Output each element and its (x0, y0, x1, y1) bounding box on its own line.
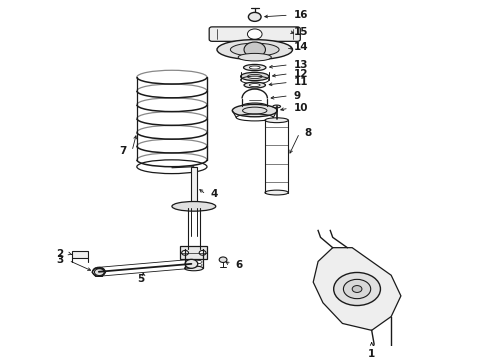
Text: 15: 15 (294, 27, 308, 37)
Ellipse shape (185, 266, 203, 271)
Ellipse shape (249, 66, 260, 69)
Ellipse shape (185, 206, 202, 211)
Text: 1: 1 (368, 349, 375, 359)
Ellipse shape (241, 72, 269, 81)
Ellipse shape (244, 82, 266, 88)
Ellipse shape (249, 84, 260, 87)
Circle shape (247, 29, 262, 39)
Circle shape (182, 251, 189, 255)
Ellipse shape (232, 104, 277, 117)
Text: 4: 4 (211, 189, 218, 199)
Text: 7: 7 (120, 146, 127, 156)
Ellipse shape (238, 53, 271, 61)
Text: 10: 10 (294, 103, 308, 113)
Text: 2: 2 (56, 248, 64, 258)
Ellipse shape (185, 247, 203, 252)
Text: 3: 3 (56, 255, 64, 265)
Text: 8: 8 (304, 128, 312, 138)
FancyBboxPatch shape (209, 27, 300, 41)
Ellipse shape (188, 206, 200, 210)
Bar (72, 251, 88, 258)
Text: 6: 6 (235, 260, 243, 270)
Circle shape (219, 257, 227, 262)
Ellipse shape (230, 43, 279, 56)
Ellipse shape (247, 75, 262, 78)
Bar (180, 246, 207, 260)
Bar (191, 167, 197, 208)
Circle shape (95, 269, 104, 275)
Circle shape (93, 267, 105, 276)
Ellipse shape (172, 202, 216, 211)
Circle shape (248, 12, 261, 21)
Circle shape (343, 279, 371, 299)
Ellipse shape (244, 64, 266, 71)
Text: 5: 5 (138, 274, 145, 284)
Ellipse shape (265, 190, 288, 195)
Ellipse shape (217, 40, 293, 60)
Polygon shape (313, 248, 401, 330)
Circle shape (334, 273, 380, 306)
Text: 9: 9 (294, 91, 301, 101)
Circle shape (199, 251, 206, 255)
Text: 16: 16 (294, 10, 308, 20)
Ellipse shape (265, 118, 288, 123)
Ellipse shape (242, 103, 268, 109)
Ellipse shape (188, 248, 200, 251)
Text: 14: 14 (294, 42, 308, 52)
Circle shape (244, 42, 266, 57)
Circle shape (352, 285, 362, 292)
Ellipse shape (273, 105, 281, 108)
Text: 12: 12 (294, 69, 308, 79)
Circle shape (185, 260, 198, 268)
Text: 11: 11 (294, 77, 308, 87)
Text: 13: 13 (294, 60, 308, 70)
